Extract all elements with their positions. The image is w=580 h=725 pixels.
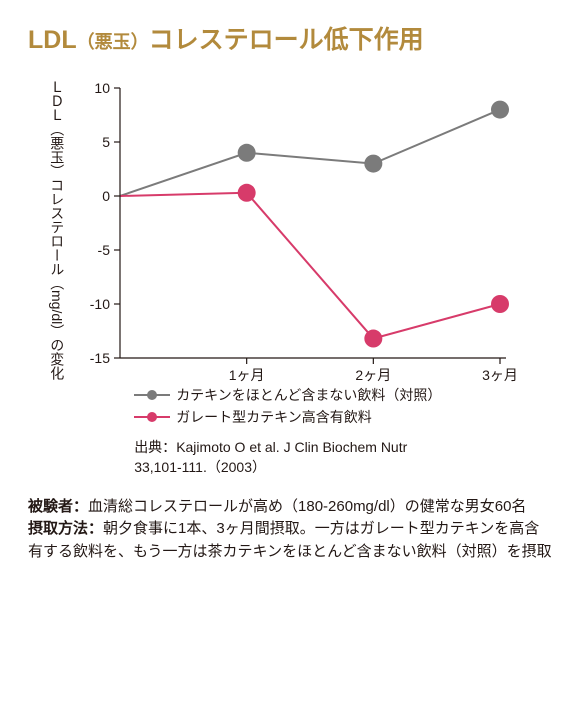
subjects-label: 被験者：: [28, 498, 88, 515]
title-rest: コレステロール低下作用: [149, 26, 424, 54]
title-prefix: LDL: [28, 26, 77, 54]
chart-legend: カテキンをほとんど含まない飲料（対照）ガレート型カテキン高含有飲料: [134, 385, 552, 427]
chart-area: ＬＤＬ（悪玉）コレステロール（mg/dl）の変化 -15 -10 -5 0 5 10 1ヶ月…: [48, 74, 552, 478]
ylabel-column: ＬＤＬ（悪玉）コレステロール（mg/dl）の変化: [48, 74, 66, 478]
chart-citation: 出典：Kajimoto O et al. J Clin Biochem Nutr…: [134, 437, 552, 478]
svg-text:1ヶ月: 1ヶ月: [229, 367, 265, 383]
page-title: LDL（悪玉）コレステロール低下作用: [28, 20, 552, 56]
description-block: 被験者：血清総コレステロールが高め（180-260mg/dl）の健常な男女60名…: [28, 496, 552, 564]
svg-text:-10: -10: [90, 296, 110, 312]
svg-text:3ヶ月: 3ヶ月: [482, 367, 518, 383]
svg-text:-5: -5: [98, 242, 111, 258]
y-axis-label: ＬＤＬ（悪玉）コレステロール（mg/dl）の変化: [48, 80, 66, 380]
svg-text:0: 0: [102, 188, 110, 204]
plot-column: -15 -10 -5 0 5 10 1ヶ月 2ヶ月 3ヶ月 カテキンをほとんど含まない飲料（対照…: [66, 74, 552, 478]
citation-line1: Kajimoto O et al. J Clin Biochem Nutr: [176, 439, 407, 455]
legend-label: ガレート型カテキン高含有飲料: [176, 407, 372, 427]
legend-swatch: [134, 388, 170, 402]
svg-text:2ヶ月: 2ヶ月: [356, 367, 392, 383]
svg-text:5: 5: [102, 134, 110, 150]
subjects-text: 血清総コレステロールが高め（180-260mg/dl）の健常な男女60名: [88, 498, 526, 515]
citation-prefix: 出典：: [134, 439, 176, 455]
citation-line2: 33,101-111.（2003）: [134, 459, 266, 475]
legend-row: ガレート型カテキン高含有飲料: [134, 407, 552, 427]
legend-label: カテキンをほとんど含まない飲料（対照）: [176, 385, 441, 405]
legend-swatch: [134, 410, 170, 424]
title-paren: （悪玉）: [77, 32, 149, 52]
method-text: 朝夕食事に1本、3ヶ月間摂取。一方はガレート型カテキンを高含有する飲料を、もう一…: [28, 520, 552, 560]
line-chart: -15 -10 -5 0 5 10 1ヶ月 2ヶ月 3ヶ月: [66, 74, 526, 389]
svg-text:-15: -15: [90, 350, 110, 366]
method-paragraph: 摂取方法：朝夕食事に1本、3ヶ月間摂取。一方はガレート型カテキンを高含有する飲料…: [28, 518, 552, 563]
subjects-paragraph: 被験者：血清総コレステロールが高め（180-260mg/dl）の健常な男女60名: [28, 496, 552, 519]
chart-svg-wrap: -15 -10 -5 0 5 10 1ヶ月 2ヶ月 3ヶ月: [66, 74, 526, 389]
svg-text:10: 10: [95, 80, 111, 96]
method-label: 摂取方法：: [28, 520, 103, 537]
